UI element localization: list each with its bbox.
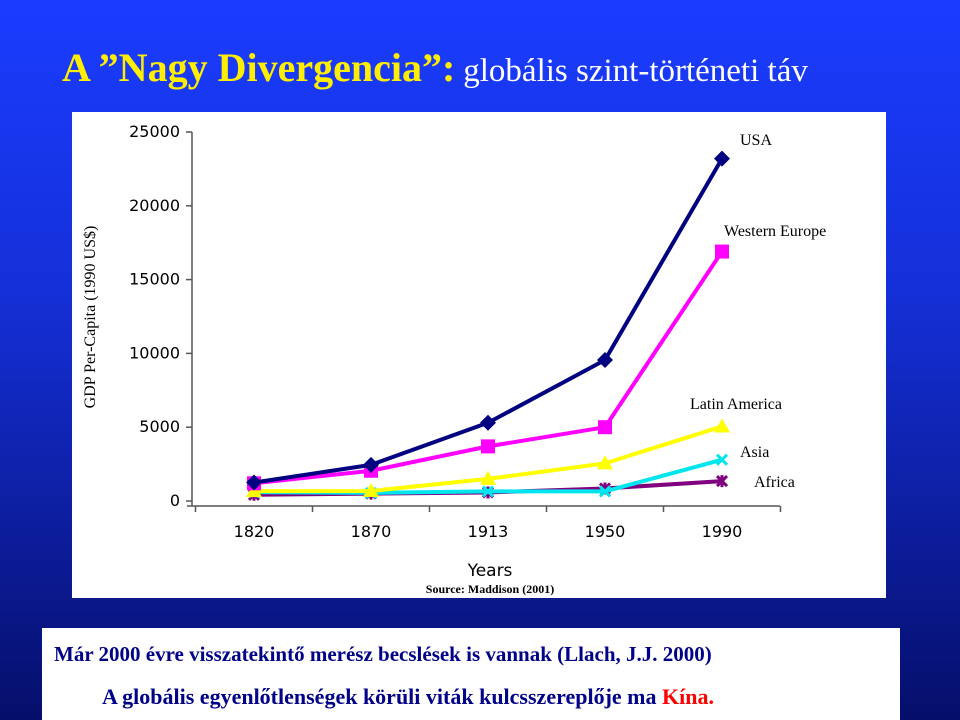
x-tick-label: 1990 [702,522,743,541]
data-point-usa [597,352,613,369]
data-point-western-europe [598,420,612,435]
data-point-latin-america [480,470,496,485]
slide-title-subtitle: globális szint-történeti táv [463,53,808,89]
y-tick-label: 25000 [129,122,180,141]
x-axis-title: Years [467,561,513,581]
series-line-usa [253,157,724,485]
data-point-latin-america [363,482,379,497]
legend-label-africa: Africa [754,474,795,491]
footer-note-china: A globális egyenlőtlenségek körüli viták… [102,684,714,710]
x-tick-label: 1950 [585,522,626,541]
data-point-usa [363,456,379,473]
legend-label-latin-america: Latin America [690,396,782,413]
data-point-asia [598,485,612,498]
footer-box: Már 2000 évre visszatekintő merész becsl… [42,628,900,720]
gdp-line-chart: 0 5000 10000 15000 20000 25000 1820 1870 1913 195… [82,122,826,596]
data-point-usa [480,414,496,431]
y-axis-title: GDP Per-Capita (1990 US$) [82,226,99,409]
footer-note-china-text: A globális egyenlőtlenségek körüli viták… [102,684,662,709]
legend-label-western-europe: Western Europe [724,223,826,240]
chart-source-label: Source: Maddison (2001) [426,582,554,596]
data-point-usa [714,150,730,167]
y-tick-label: 10000 [129,343,180,362]
x-tick-label: 1870 [351,522,392,541]
footer-note-estimates: Már 2000 évre visszatekintő merész becsl… [54,642,712,666]
legend-label-asia: Asia [740,444,769,461]
x-tick-label: 1820 [234,522,275,541]
data-point-western-europe [715,244,729,259]
footer-highlight-china: Kína. [661,684,714,709]
x-tick-label: 1913 [468,522,509,541]
y-tick-label: 15000 [129,270,180,289]
data-point-usa [246,474,262,491]
data-point-latin-america [714,418,730,433]
legend-label-usa: USA [740,132,772,149]
data-point-asia [715,453,729,466]
slide-title-main: A ”Nagy Divergencia”: [62,45,456,90]
data-point-latin-america [597,455,613,470]
chart-image: 0 5000 10000 15000 20000 25000 1820 1870 1913 195… [72,112,886,598]
y-tick-label: 20000 [129,196,180,215]
y-tick-label: 0 [170,491,180,510]
data-point-africa [715,475,729,488]
slide-title: A ”Nagy Divergencia”: globális szint-tör… [62,44,808,91]
y-tick-label: 5000 [139,417,180,436]
data-point-western-europe [481,439,495,454]
data-point-asia [481,485,495,498]
